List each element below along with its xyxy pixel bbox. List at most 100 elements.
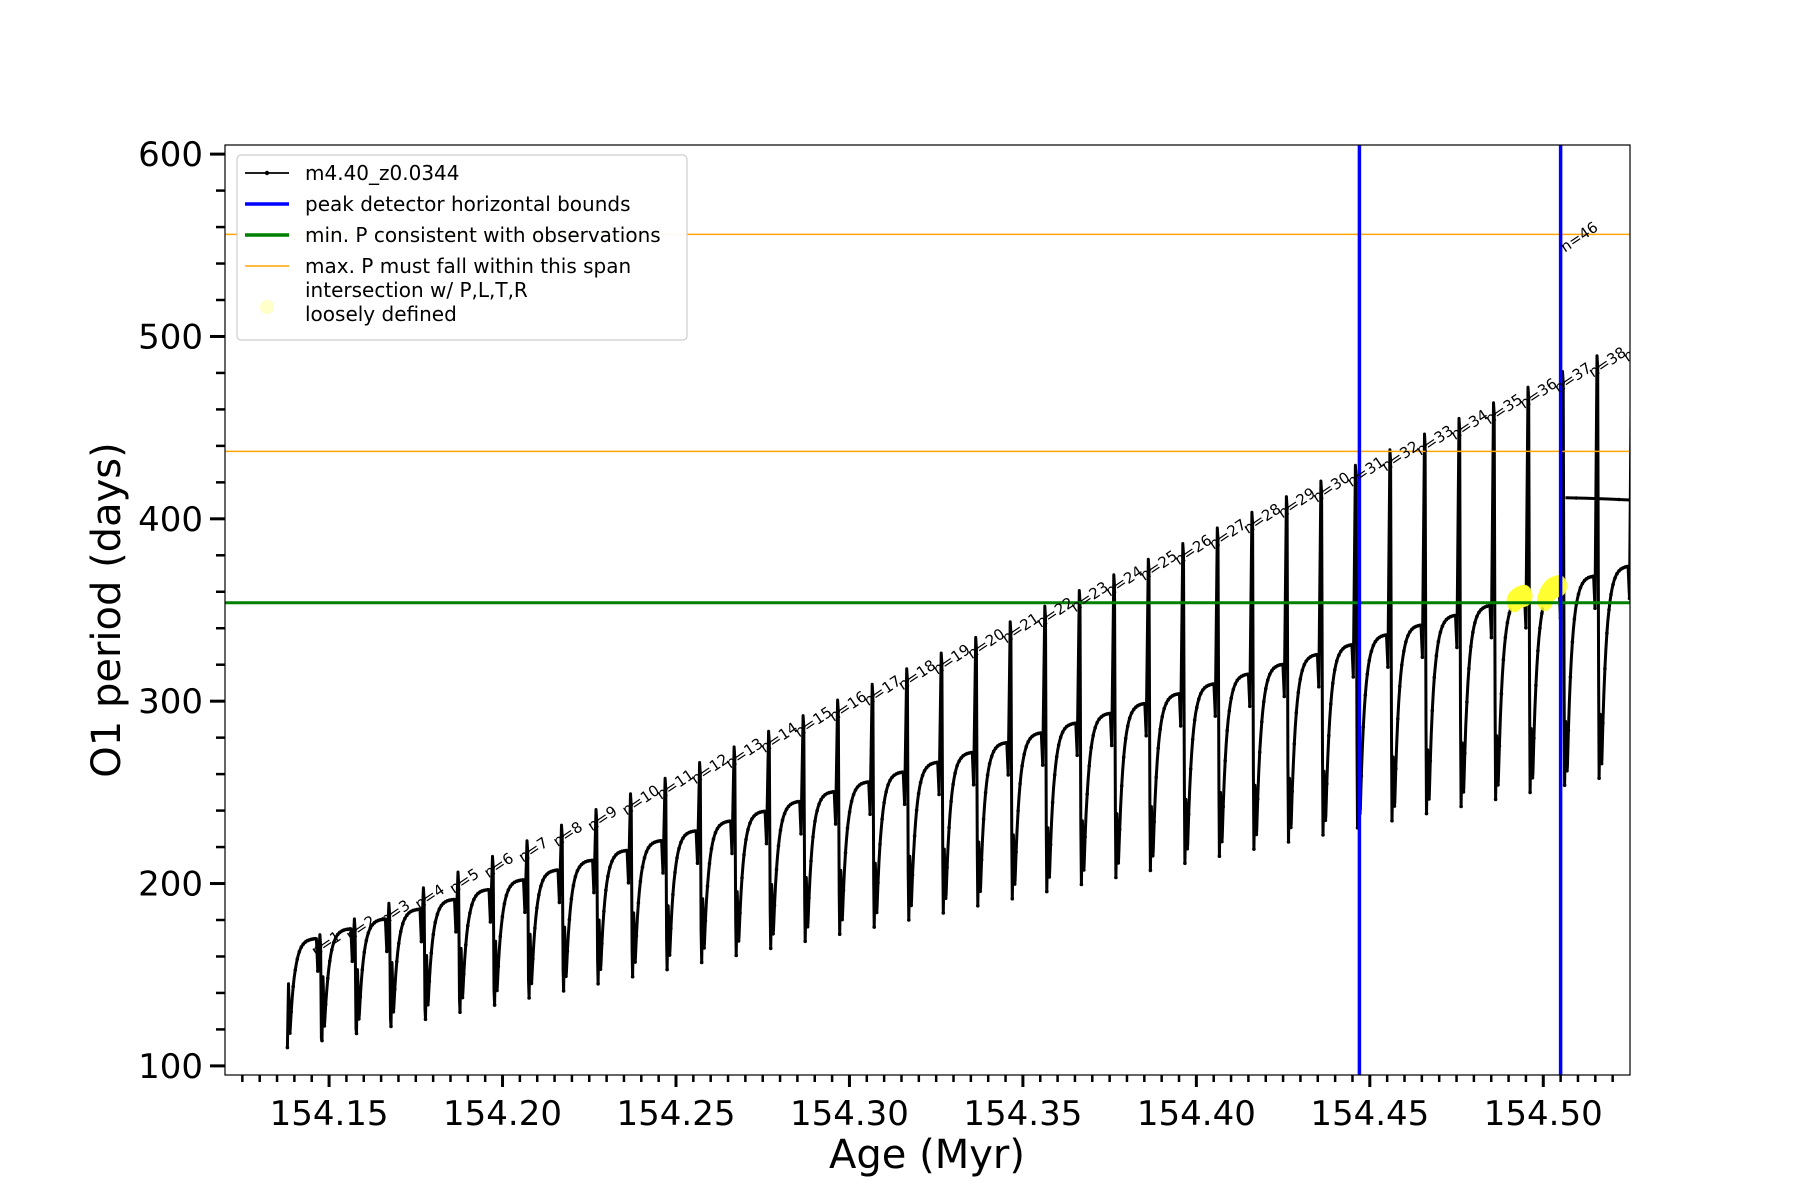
- track-marker: [945, 865, 949, 870]
- track-marker: [978, 889, 982, 893]
- track-marker: [1195, 705, 1199, 710]
- legend-line-marker: [264, 170, 270, 176]
- track-marker: [1260, 719, 1264, 724]
- track-marker: [976, 904, 980, 908]
- track-marker: [1467, 666, 1471, 671]
- track-marker: [323, 1002, 328, 1007]
- track-marker: [953, 771, 957, 775]
- track-marker: [360, 968, 365, 972]
- track-marker: [836, 709, 841, 713]
- track-marker: [969, 750, 973, 755]
- track-marker: [289, 1010, 294, 1014]
- axes: 154.15 154.20 154.25 154.30 154.35 154.40 154.…: [138, 135, 1614, 1134]
- track-marker: [644, 849, 649, 854]
- track-marker: [1473, 620, 1477, 625]
- track-marker: [817, 802, 821, 806]
- track-marker: [1192, 718, 1197, 722]
- track-marker: [1075, 753, 1079, 758]
- track-marker: [1423, 443, 1427, 447]
- track-marker: [1010, 896, 1015, 901]
- track-marker: [1526, 396, 1531, 400]
- track-marker: [1085, 792, 1089, 796]
- track-marker: [1164, 701, 1169, 705]
- track-marker: [943, 896, 948, 901]
- track-marker: [1282, 694, 1287, 699]
- track-marker: [520, 878, 525, 882]
- track-marker: [882, 801, 886, 805]
- track-marker: [876, 880, 880, 885]
- track-marker: [884, 790, 888, 794]
- track-marker: [1045, 889, 1049, 894]
- track-marker: [403, 916, 407, 921]
- track-marker: [1216, 537, 1220, 541]
- track-marker: [1280, 662, 1284, 667]
- track-marker: [642, 856, 647, 860]
- track-marker: [762, 809, 766, 814]
- track-marker: [328, 959, 332, 963]
- track-marker: [368, 926, 373, 930]
- track-marker: [819, 797, 823, 802]
- x-tick-label: 154.15: [270, 1094, 389, 1134]
- track-marker: [974, 646, 979, 651]
- track-marker: [1365, 672, 1370, 676]
- track-marker: [767, 740, 772, 744]
- track-marker: [734, 953, 738, 958]
- track-marker: [1599, 761, 1604, 766]
- track-marker: [1314, 652, 1319, 657]
- track-marker: [1151, 854, 1155, 858]
- track-marker: [665, 967, 669, 972]
- track-marker: [1255, 797, 1260, 801]
- track-marker: [1197, 697, 1201, 701]
- track-marker: [1373, 639, 1378, 644]
- track-marker: [332, 940, 336, 945]
- track-marker: [612, 855, 616, 860]
- track-marker: [1361, 725, 1366, 729]
- track-marker: [1590, 574, 1595, 579]
- track-marker: [491, 865, 496, 870]
- track-marker: [871, 693, 875, 698]
- track-marker: [813, 819, 817, 823]
- track-marker: [658, 839, 663, 843]
- track-marker: [1158, 727, 1162, 732]
- track-marker: [299, 945, 304, 949]
- track-marker: [1254, 832, 1259, 837]
- track-marker: [437, 907, 442, 911]
- track-marker: [900, 770, 904, 774]
- track-marker: [1087, 764, 1091, 768]
- track-marker: [1321, 833, 1325, 837]
- track-marker: [799, 832, 803, 836]
- track-marker: [573, 874, 578, 879]
- track-marker: [456, 881, 461, 885]
- track-marker: [602, 909, 606, 914]
- track-marker: [1475, 614, 1479, 619]
- track-marker: [422, 896, 426, 901]
- track-marker: [955, 764, 959, 768]
- track-marker: [1562, 783, 1567, 788]
- legend-label: min. P consistent with observations: [305, 223, 661, 247]
- track-marker: [525, 849, 530, 854]
- track-marker: [1383, 633, 1388, 637]
- track-marker: [1056, 743, 1061, 747]
- track-marker: [748, 821, 752, 825]
- track-marker: [1613, 576, 1617, 580]
- x-tick-label: 154.35: [963, 1094, 1082, 1134]
- track-marker: [802, 724, 806, 729]
- plot-frame: [224, 144, 1631, 1076]
- track-marker: [772, 903, 777, 908]
- track-marker: [295, 957, 300, 961]
- track-marker: [1300, 668, 1305, 673]
- track-marker: [1507, 611, 1512, 615]
- track-marker: [784, 807, 789, 811]
- track-marker: [1319, 490, 1324, 494]
- track-marker: [713, 830, 718, 835]
- track-marker: [385, 949, 389, 954]
- x-tick-label: 154.20: [443, 1094, 562, 1134]
- track-marker: [1156, 746, 1160, 751]
- track-marker: [387, 912, 392, 916]
- track-marker: [705, 884, 710, 888]
- track-marker: [297, 950, 302, 954]
- track-marker: [382, 917, 387, 921]
- track-marker: [555, 868, 559, 872]
- track-marker: [1248, 704, 1252, 709]
- track-marker: [1148, 868, 1153, 873]
